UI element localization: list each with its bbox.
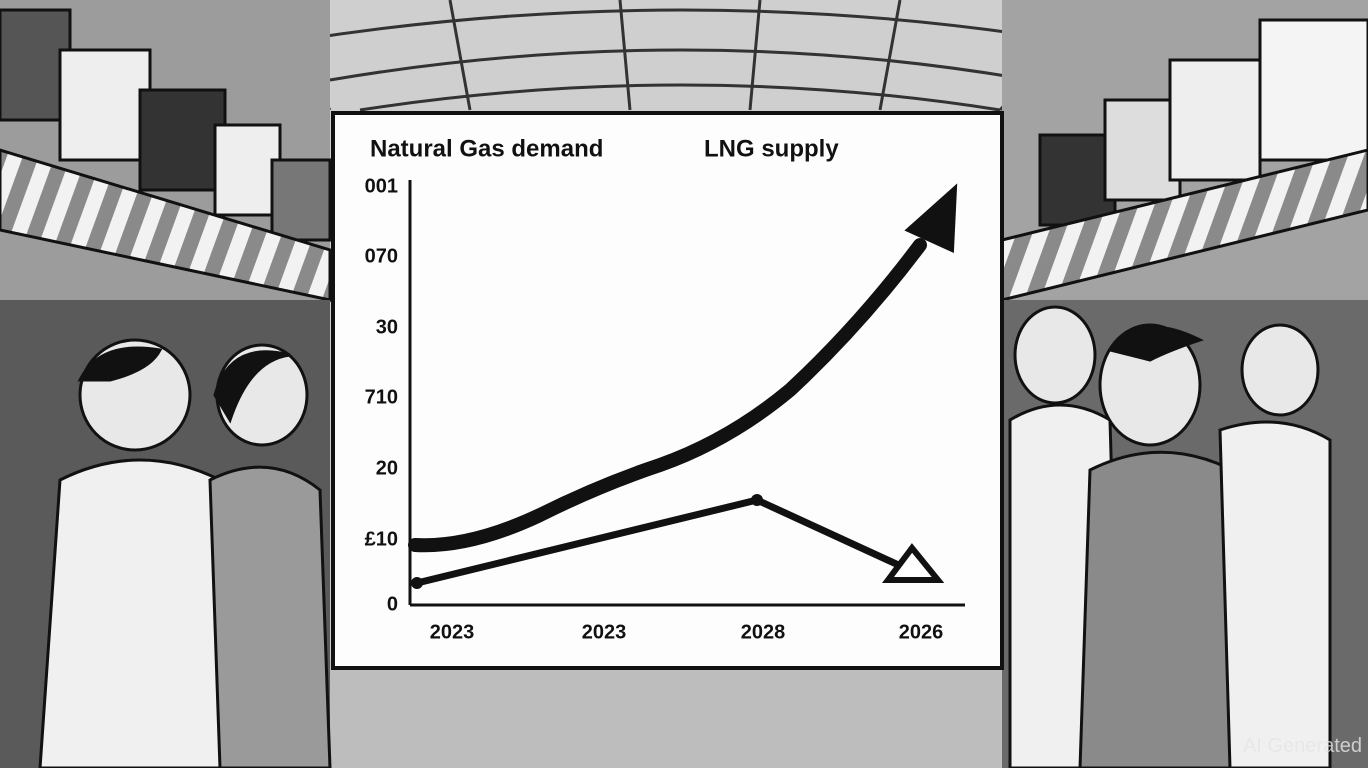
axes	[408, 180, 965, 607]
x-axis-label: 2026	[899, 621, 944, 643]
watermark: AI Generated	[1243, 735, 1362, 757]
demand-line	[408, 238, 927, 553]
y-axis-label: £10	[365, 528, 398, 550]
y-axis-label: 0	[387, 593, 398, 615]
legend-label: LNG supply	[704, 135, 839, 162]
chart-board	[331, 111, 1004, 670]
y-axis-label: 20	[376, 457, 398, 479]
arrow-head	[904, 183, 958, 254]
y-axis-label: 070	[365, 245, 398, 267]
point	[751, 494, 763, 506]
legend-label: Natural Gas demand	[370, 135, 603, 162]
triangle-marker	[882, 543, 945, 583]
floor	[330, 660, 1002, 768]
y-axis-label: 710	[365, 386, 398, 408]
point	[411, 577, 423, 589]
x-axis-label: 2023	[582, 621, 627, 643]
y-axis-label: 30	[376, 316, 398, 338]
x-axis-labels: 2023 2023 2028 2026	[430, 621, 944, 643]
people-left	[38, 338, 332, 768]
x-axis-label: 2023	[430, 621, 475, 643]
y-axis-label: 001	[365, 175, 398, 197]
people-right	[957, 305, 1332, 768]
y-axis-labels: 001 070 30 710 20 £10 0	[365, 175, 398, 615]
x-axis-label: 2028	[741, 621, 786, 643]
